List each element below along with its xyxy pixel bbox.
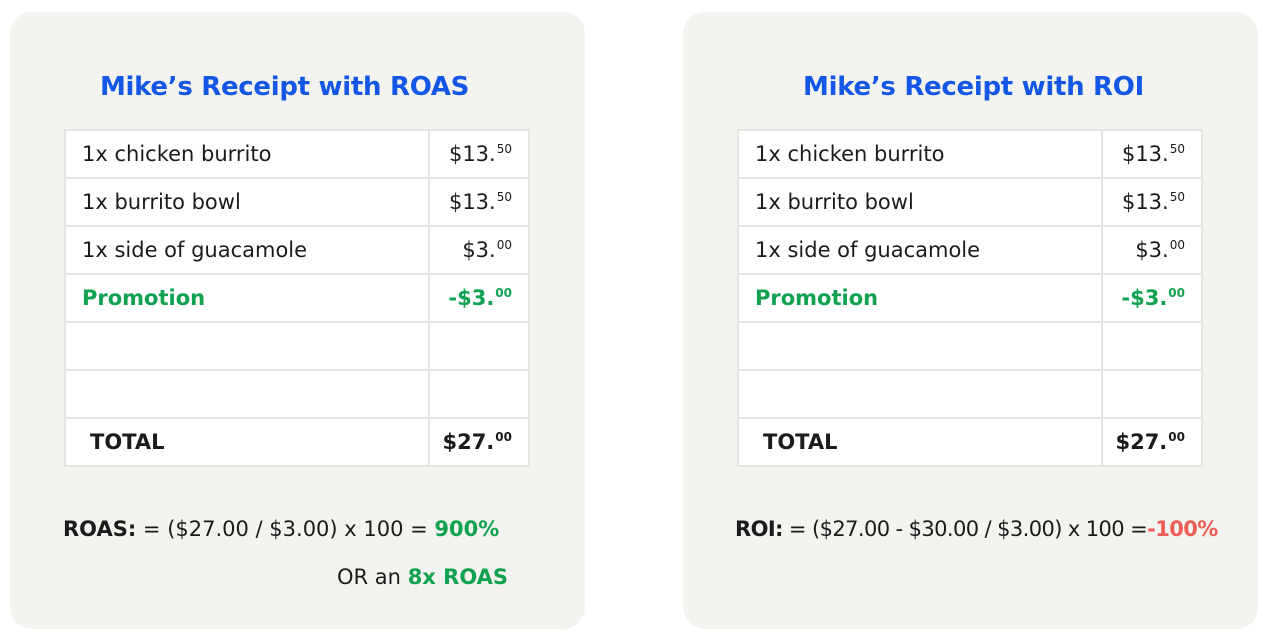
empty-row: [737, 321, 1203, 371]
receipt-item: 1x burrito bowl: [737, 177, 1103, 227]
receipt-row: 1x burrito bowl $13.50: [737, 177, 1203, 227]
total-row: TOTAL $27.00: [737, 417, 1203, 467]
receipt-price: $13.50: [428, 177, 530, 227]
promotion-row: Promotion -$3.00: [737, 273, 1203, 323]
receipt-item: 1x side of guacamole: [737, 225, 1103, 275]
promotion-label: Promotion: [737, 273, 1103, 323]
formula-expression: = ($27.00 - $30.00 / $3.00) x 100 =: [788, 517, 1148, 541]
promotion-row: Promotion -$3.00: [64, 273, 530, 323]
roas-receipt-table: 1x chicken burrito $13.50 1x burrito bow…: [64, 129, 530, 467]
formula-result: 900%: [434, 517, 500, 541]
or-highlight: 8x ROAS: [407, 565, 508, 589]
empty-row: [64, 321, 530, 371]
receipt-item: 1x burrito bowl: [64, 177, 430, 227]
receipt-item: 1x chicken burrito: [64, 129, 430, 179]
empty-row: [64, 369, 530, 419]
receipt-price: $13.50: [428, 129, 530, 179]
formula-label: ROAS:: [63, 517, 137, 541]
empty-row: [737, 369, 1203, 419]
receipt-row: 1x chicken burrito $13.50: [64, 129, 530, 179]
receipt-price: $13.50: [1101, 129, 1203, 179]
total-label: TOTAL: [64, 417, 430, 467]
receipt-price: $3.00: [428, 225, 530, 275]
roi-formula: ROI: = ($27.00 - $30.00 / $3.00) x 100 =…: [735, 517, 1218, 541]
roas-receipt-card: Mike’s Receipt with ROAS 1x chicken burr…: [10, 12, 585, 629]
promotion-price: -$3.00: [1101, 273, 1203, 323]
receipt-row: 1x burrito bowl $13.50: [64, 177, 530, 227]
promotion-label: Promotion: [64, 273, 430, 323]
roas-card-title: Mike’s Receipt with ROAS: [99, 72, 470, 102]
total-price: $27.00: [428, 417, 530, 467]
roas-alternative: OR an 8x ROAS: [337, 565, 508, 589]
formula-result: -100%: [1147, 517, 1218, 541]
roi-receipt-card: Mike’s Receipt with ROI 1x chicken burri…: [683, 12, 1258, 629]
receipt-item: 1x side of guacamole: [64, 225, 430, 275]
receipt-row: 1x side of guacamole $3.00: [737, 225, 1203, 275]
roi-card-title: Mike’s Receipt with ROI: [803, 72, 1144, 102]
formula-expression: = ($27.00 / $3.00) x 100 =: [142, 517, 428, 541]
roi-receipt-table: 1x chicken burrito $13.50 1x burrito bow…: [737, 129, 1203, 467]
receipt-item: 1x chicken burrito: [737, 129, 1103, 179]
promotion-price: -$3.00: [428, 273, 530, 323]
formula-label: ROI:: [735, 517, 783, 541]
total-label: TOTAL: [737, 417, 1103, 467]
receipt-price: $3.00: [1101, 225, 1203, 275]
roas-formula: ROAS: = ($27.00 / $3.00) x 100 = 900%: [63, 517, 499, 541]
receipt-row: 1x chicken burrito $13.50: [737, 129, 1203, 179]
receipt-price: $13.50: [1101, 177, 1203, 227]
total-row: TOTAL $27.00: [64, 417, 530, 467]
or-text: OR an: [337, 565, 401, 589]
total-price: $27.00: [1101, 417, 1203, 467]
receipt-row: 1x side of guacamole $3.00: [64, 225, 530, 275]
